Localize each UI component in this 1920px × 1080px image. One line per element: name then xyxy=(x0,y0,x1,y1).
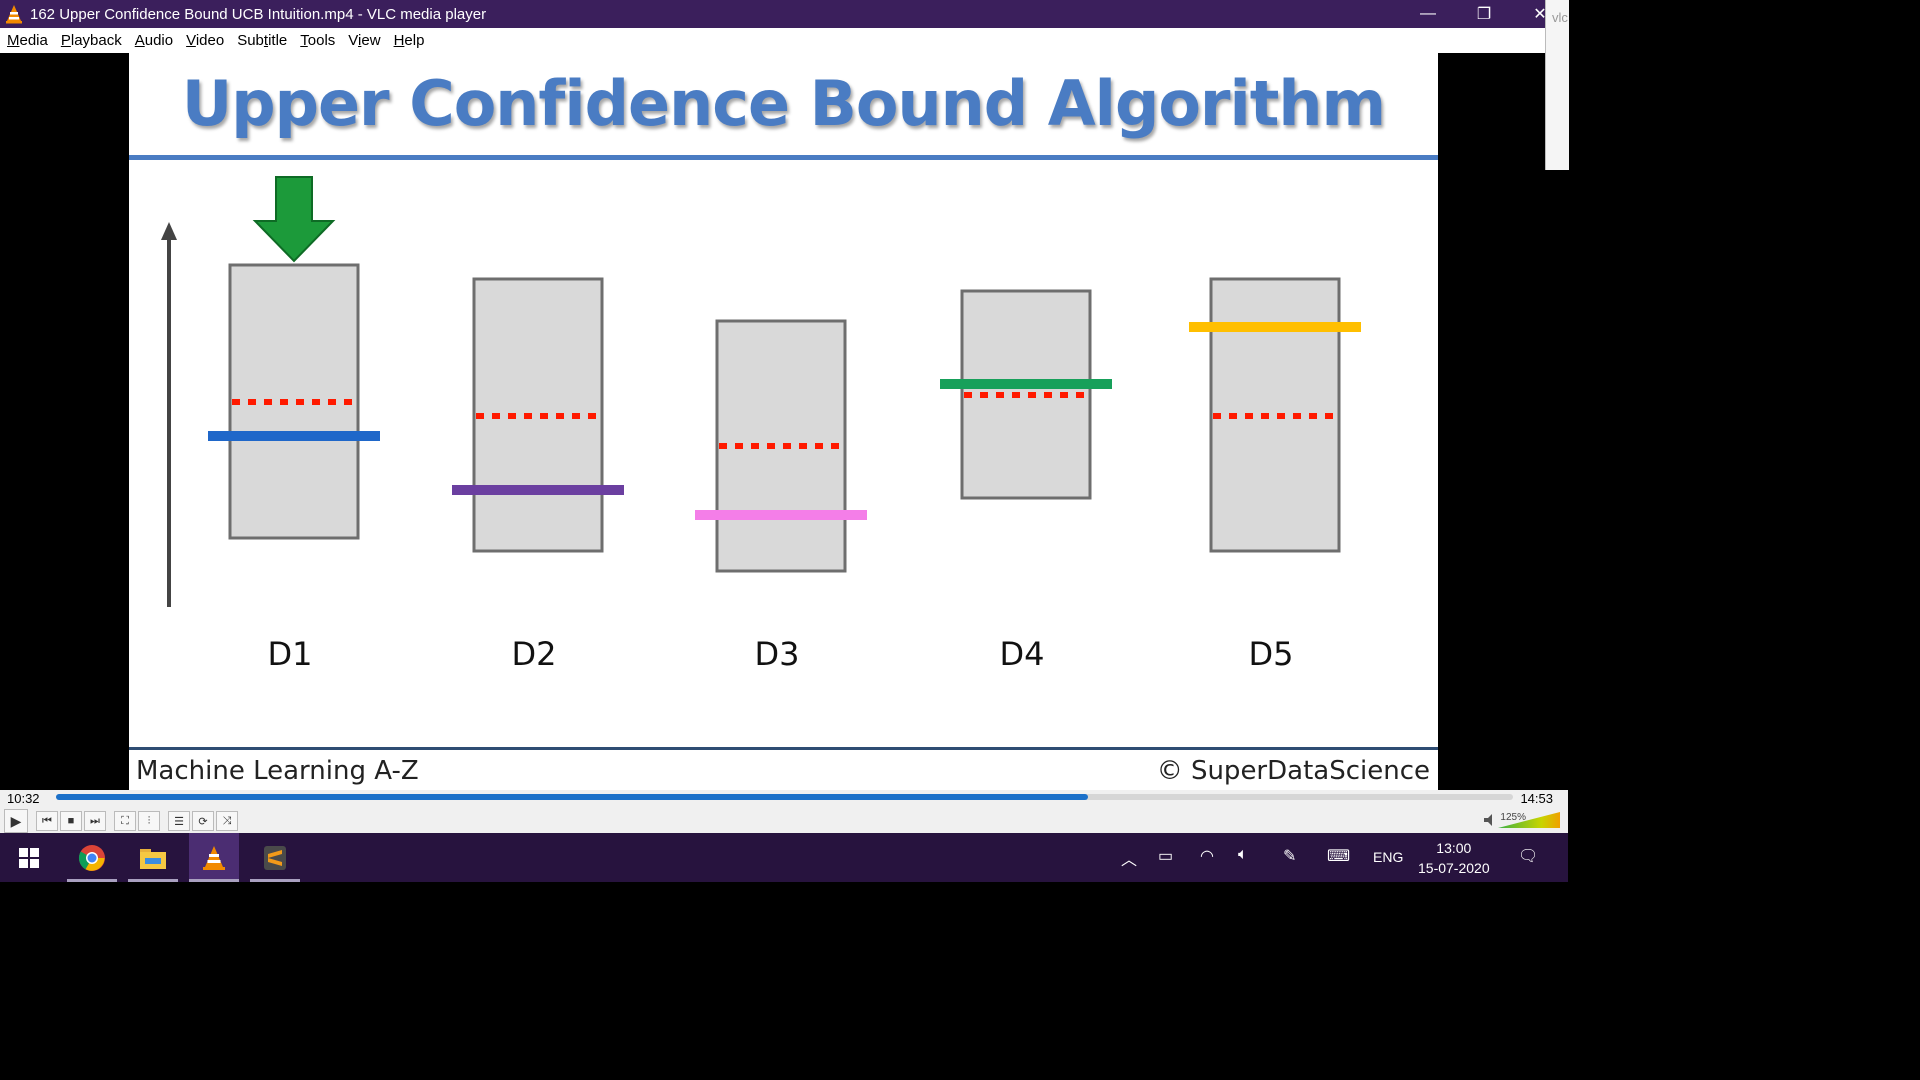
video-frame-slide: Upper Confidence Bound Algorithm D1 D2 D3 D… xyxy=(129,53,1438,790)
clock-date: 15-07-2020 xyxy=(1418,860,1490,876)
volume-percent: 125% xyxy=(1500,812,1526,823)
next-button[interactable]: ⏭ xyxy=(84,811,106,831)
input-language[interactable]: ENG xyxy=(1373,849,1404,865)
menu-audio[interactable]: Audio xyxy=(134,32,174,49)
pen-icon[interactable]: ✎ xyxy=(1283,848,1297,865)
chrome-icon xyxy=(78,844,105,871)
distribution-d4: D4 xyxy=(940,289,1112,673)
show-hidden-icons-chevron-icon[interactable]: ︿ xyxy=(1121,852,1138,869)
title-bar: 162 Upper Confidence Bound UCB Intuition… xyxy=(0,0,1568,28)
menu-subtitle[interactable]: Subtitle xyxy=(237,32,288,49)
slide-footer-course: Machine Learning A-Z xyxy=(136,756,419,786)
equalizer-icon: ⫶ xyxy=(147,814,151,827)
minimize-button[interactable]: — xyxy=(1420,5,1436,22)
slide-title: Upper Confidence Bound Algorithm xyxy=(181,66,1386,140)
loop-button[interactable]: ⟳ xyxy=(192,811,214,831)
fullscreen-button[interactable]: ⛶ xyxy=(114,811,136,831)
notifications-icon[interactable]: 🗨︎ xyxy=(1518,848,1539,865)
playlist-button[interactable]: ☰ xyxy=(168,811,190,831)
vlc-cone-icon xyxy=(6,5,22,24)
slide-footer-copyright: © SuperDataScience xyxy=(1156,756,1430,786)
shuffle-button[interactable]: ⤨ xyxy=(216,811,238,831)
volume-slider[interactable] xyxy=(1482,810,1562,830)
ucb-diagram: D1 D2 D3 D4 D5 xyxy=(161,176,1361,673)
speaker-icon xyxy=(1484,814,1492,826)
windows-icon xyxy=(19,847,39,868)
slide-divider-bottom xyxy=(129,747,1438,750)
keyboard-icon[interactable]: ⌨ xyxy=(1327,848,1351,865)
distribution-d2: D2 xyxy=(452,277,624,673)
taskbar-file-explorer[interactable] xyxy=(128,833,178,882)
menu-video[interactable]: Video xyxy=(186,32,225,49)
next-icon: ⏭ xyxy=(90,814,100,827)
shuffle-icon: ⤨ xyxy=(222,814,232,827)
loop-icon: ⟳ xyxy=(198,815,208,828)
play-button[interactable]: ▶ xyxy=(4,809,28,833)
extended-settings-button[interactable]: ⫶ xyxy=(138,811,160,831)
restore-button[interactable]: ❐ xyxy=(1476,6,1492,23)
menu-tools[interactable]: Tools xyxy=(300,32,336,49)
menu-view[interactable]: View xyxy=(348,32,381,49)
background-window-text: vlc xyxy=(1552,10,1568,25)
seek-bar[interactable] xyxy=(56,794,1513,800)
sublime-icon xyxy=(264,845,286,870)
background-window-edge[interactable]: vlc xyxy=(1545,0,1569,170)
machine-label: D4 xyxy=(1000,635,1045,673)
fullscreen-icon: ⛶ xyxy=(121,814,129,827)
confidence-interval-box xyxy=(228,263,360,540)
distribution-d5: D5 xyxy=(1189,277,1361,673)
stop-button[interactable]: ■ xyxy=(60,811,82,831)
player-controls: 10:32 14:53 ▶ ⏮ ■ ⏭ ⛶ ⫶ ☰ ⟳ ⤨ 125% xyxy=(0,790,1568,833)
window-title: 162 Upper Confidence Bound UCB Intuition… xyxy=(30,5,487,23)
clock-time: 13:00 xyxy=(1436,840,1472,856)
machine-label: D2 xyxy=(512,635,557,673)
stop-icon: ■ xyxy=(67,815,75,827)
vlc-icon xyxy=(203,845,225,870)
previous-icon: ⏮ xyxy=(42,814,52,827)
battery-icon[interactable]: ▭ xyxy=(1158,848,1174,865)
taskbar-vlc[interactable] xyxy=(189,833,239,882)
volume-icon[interactable]: 🔈︎ xyxy=(1238,846,1248,863)
taskbar-chrome[interactable] xyxy=(67,833,117,882)
distribution-d1: D1 xyxy=(208,176,380,673)
total-time: 14:53 xyxy=(1520,791,1553,806)
close-button[interactable]: ✕ xyxy=(1533,6,1547,23)
playlist-icon: ☰ xyxy=(174,815,184,828)
folder-icon xyxy=(140,848,166,869)
vertical-axis-arrowhead xyxy=(161,222,177,240)
clock[interactable]: 13:00 15-07-2020 xyxy=(1418,838,1490,878)
machine-label: D3 xyxy=(755,635,800,673)
taskbar: ︿ ▭ ◠ 🔈︎ ✎ ⌨ ENG 13:00 15-07-2020 🗨︎ xyxy=(0,833,1568,882)
seek-bar-progress xyxy=(56,794,1088,800)
menu-media[interactable]: Media xyxy=(7,32,48,49)
previous-button[interactable]: ⏮ xyxy=(36,811,58,831)
menu-playback[interactable]: Playback xyxy=(60,32,122,49)
menu-bar: Media Playback Audio Video Subtitle Tool… xyxy=(0,28,1545,53)
selection-arrow-icon xyxy=(252,176,336,263)
volume-level xyxy=(1498,812,1560,828)
wifi-icon[interactable]: ◠ xyxy=(1200,848,1214,865)
elapsed-time: 10:32 xyxy=(7,791,40,806)
slide-divider-top xyxy=(129,155,1438,160)
taskbar-sublime-text[interactable] xyxy=(250,833,300,882)
menu-help[interactable]: Help xyxy=(393,32,425,49)
distribution-d3: D3 xyxy=(695,319,867,673)
machine-label: D5 xyxy=(1249,635,1294,673)
start-button[interactable] xyxy=(4,833,54,882)
machine-label: D1 xyxy=(268,635,313,673)
play-icon: ▶ xyxy=(10,812,22,829)
